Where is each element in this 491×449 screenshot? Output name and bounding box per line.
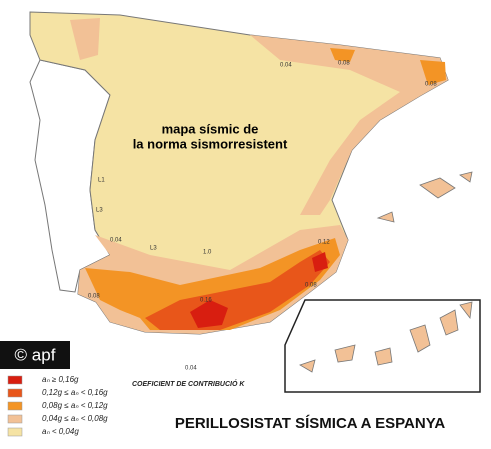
copyright: © apf	[15, 345, 56, 364]
zone	[145, 250, 330, 330]
map-title: mapa sísmic de	[162, 121, 259, 136]
zone	[330, 48, 446, 85]
legend-swatch	[7, 414, 23, 424]
zone	[70, 18, 100, 60]
legend-swatch	[7, 375, 23, 385]
legend-label: 0,08g ≤ aₙ < 0,12g	[42, 401, 108, 410]
contour-label: 0.12	[318, 240, 330, 246]
island	[376, 171, 473, 223]
contour-label: 0.08	[338, 61, 350, 67]
contour-label: 0.08	[425, 82, 437, 88]
legend-label: 0,04g ≤ aₙ < 0,08g	[42, 414, 108, 423]
zone	[190, 252, 328, 328]
legend-swatch	[7, 388, 23, 398]
coefficient-label: COEFICIENT DE CONTRIBUCIÓ K	[132, 379, 245, 388]
contour-label: L3	[150, 246, 157, 252]
contour-label: 0.04	[110, 238, 122, 244]
caption: PERILLOSISTAT SÍSMICA A ESPANYA	[175, 415, 445, 432]
legend-swatch	[7, 401, 23, 411]
legend: aₙ ≥ 0,16g 0,12g ≤ aₙ < 0,16g 0,08g ≤ aₙ <…	[7, 375, 108, 437]
legend-label: aₙ < 0,04g	[42, 427, 79, 436]
contour-label: 0.04	[280, 63, 292, 69]
zone	[250, 35, 448, 215]
legend-swatch	[7, 427, 23, 437]
contour-label: 0.04	[185, 366, 197, 372]
contour-label: L3	[96, 208, 103, 214]
canary-inset	[284, 299, 481, 393]
contour-label: 1.0	[203, 250, 212, 256]
contour-label: 0.08	[88, 294, 100, 300]
contour-label: L1	[98, 178, 105, 184]
island	[299, 301, 473, 373]
legend-label: aₙ ≥ 0,16g	[42, 375, 79, 384]
legend-label: 0,12g ≤ aₙ < 0,16g	[42, 388, 108, 397]
contour-label: 0.08	[305, 283, 317, 289]
contour-label: 0.16	[200, 298, 212, 304]
map-title: la norma sismorresistent	[133, 136, 288, 151]
copyright-box	[0, 341, 70, 369]
